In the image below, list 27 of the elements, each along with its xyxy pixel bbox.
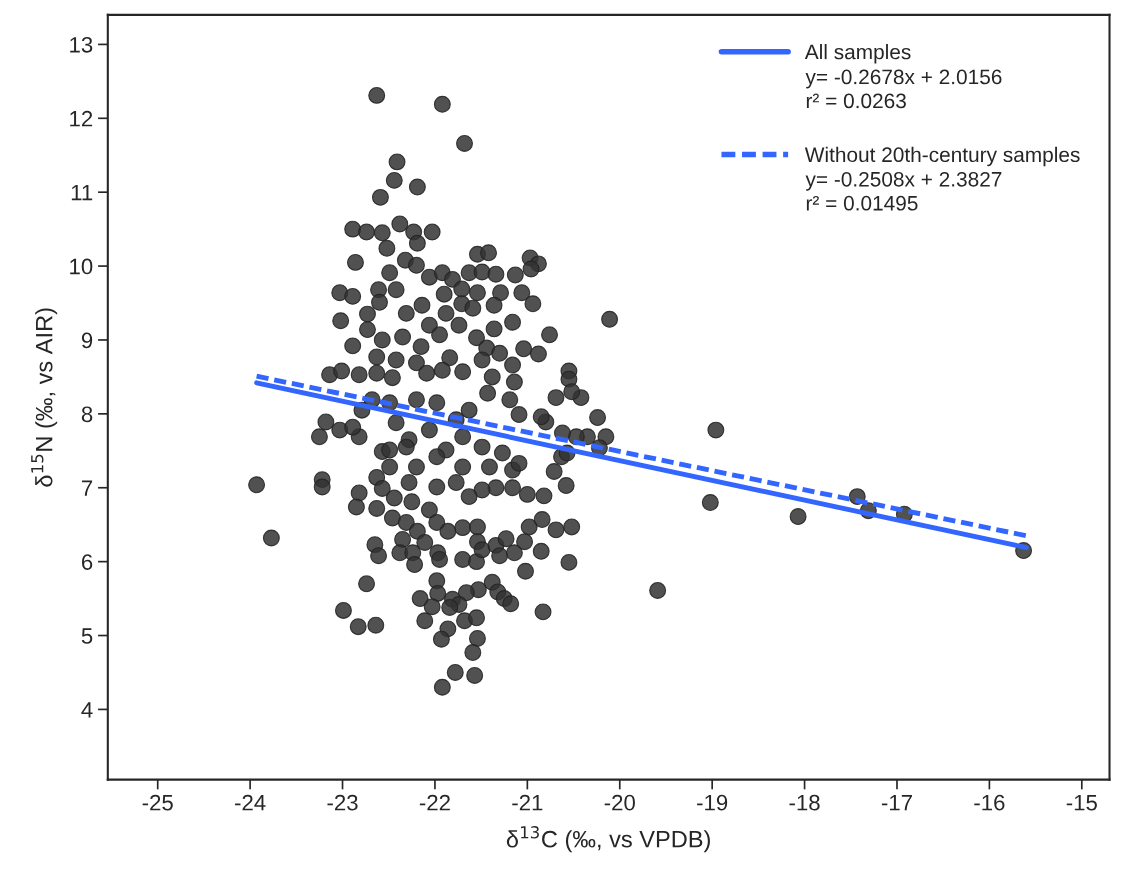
x-tick-label: -20	[604, 794, 635, 811]
y-tick-label: 7	[82, 480, 93, 496]
x-axis-title: δ$^{13}$C (‰, vs VPDB)	[506, 826, 710, 853]
x-tick-label: -22	[419, 794, 450, 811]
annotation: y= -0.2678x + 2.0156 r² = 0.0263	[805, 69, 1002, 109]
y-tick-label: 12	[70, 110, 93, 127]
x-tick-label: -17	[881, 795, 912, 811]
y-tick-label: 9	[81, 332, 93, 349]
y-tick-label: 4	[81, 702, 93, 718]
x-tick-label: -21	[512, 794, 543, 811]
y-tick-label: 5	[81, 628, 93, 644]
y-tick-label: 11	[71, 184, 93, 201]
x-tick-label: -19	[697, 794, 728, 811]
y-tick-label: 10	[70, 258, 93, 275]
y-tick-label: 13	[70, 36, 93, 53]
y-axis-title: δ$^{15}$N (‰, vs AIR)	[31, 308, 58, 487]
legend-label: All samples	[804, 44, 911, 64]
legend-label: Without 20th-century samples	[804, 146, 1080, 167]
y-tick-label: 8	[81, 406, 93, 423]
x-tick-label: -24	[235, 794, 266, 811]
x-tick-label: -25	[142, 794, 173, 811]
y-tick-label: 6	[82, 554, 93, 570]
x-tick-label: -15	[1066, 795, 1097, 811]
x-tick-label: -23	[327, 794, 358, 811]
x-tick-label: -16	[974, 794, 1005, 811]
x-tick-label: -18	[789, 794, 820, 811]
annotation: y= -0.2508x + 2.3827 r² = 0.01495	[805, 171, 1002, 211]
